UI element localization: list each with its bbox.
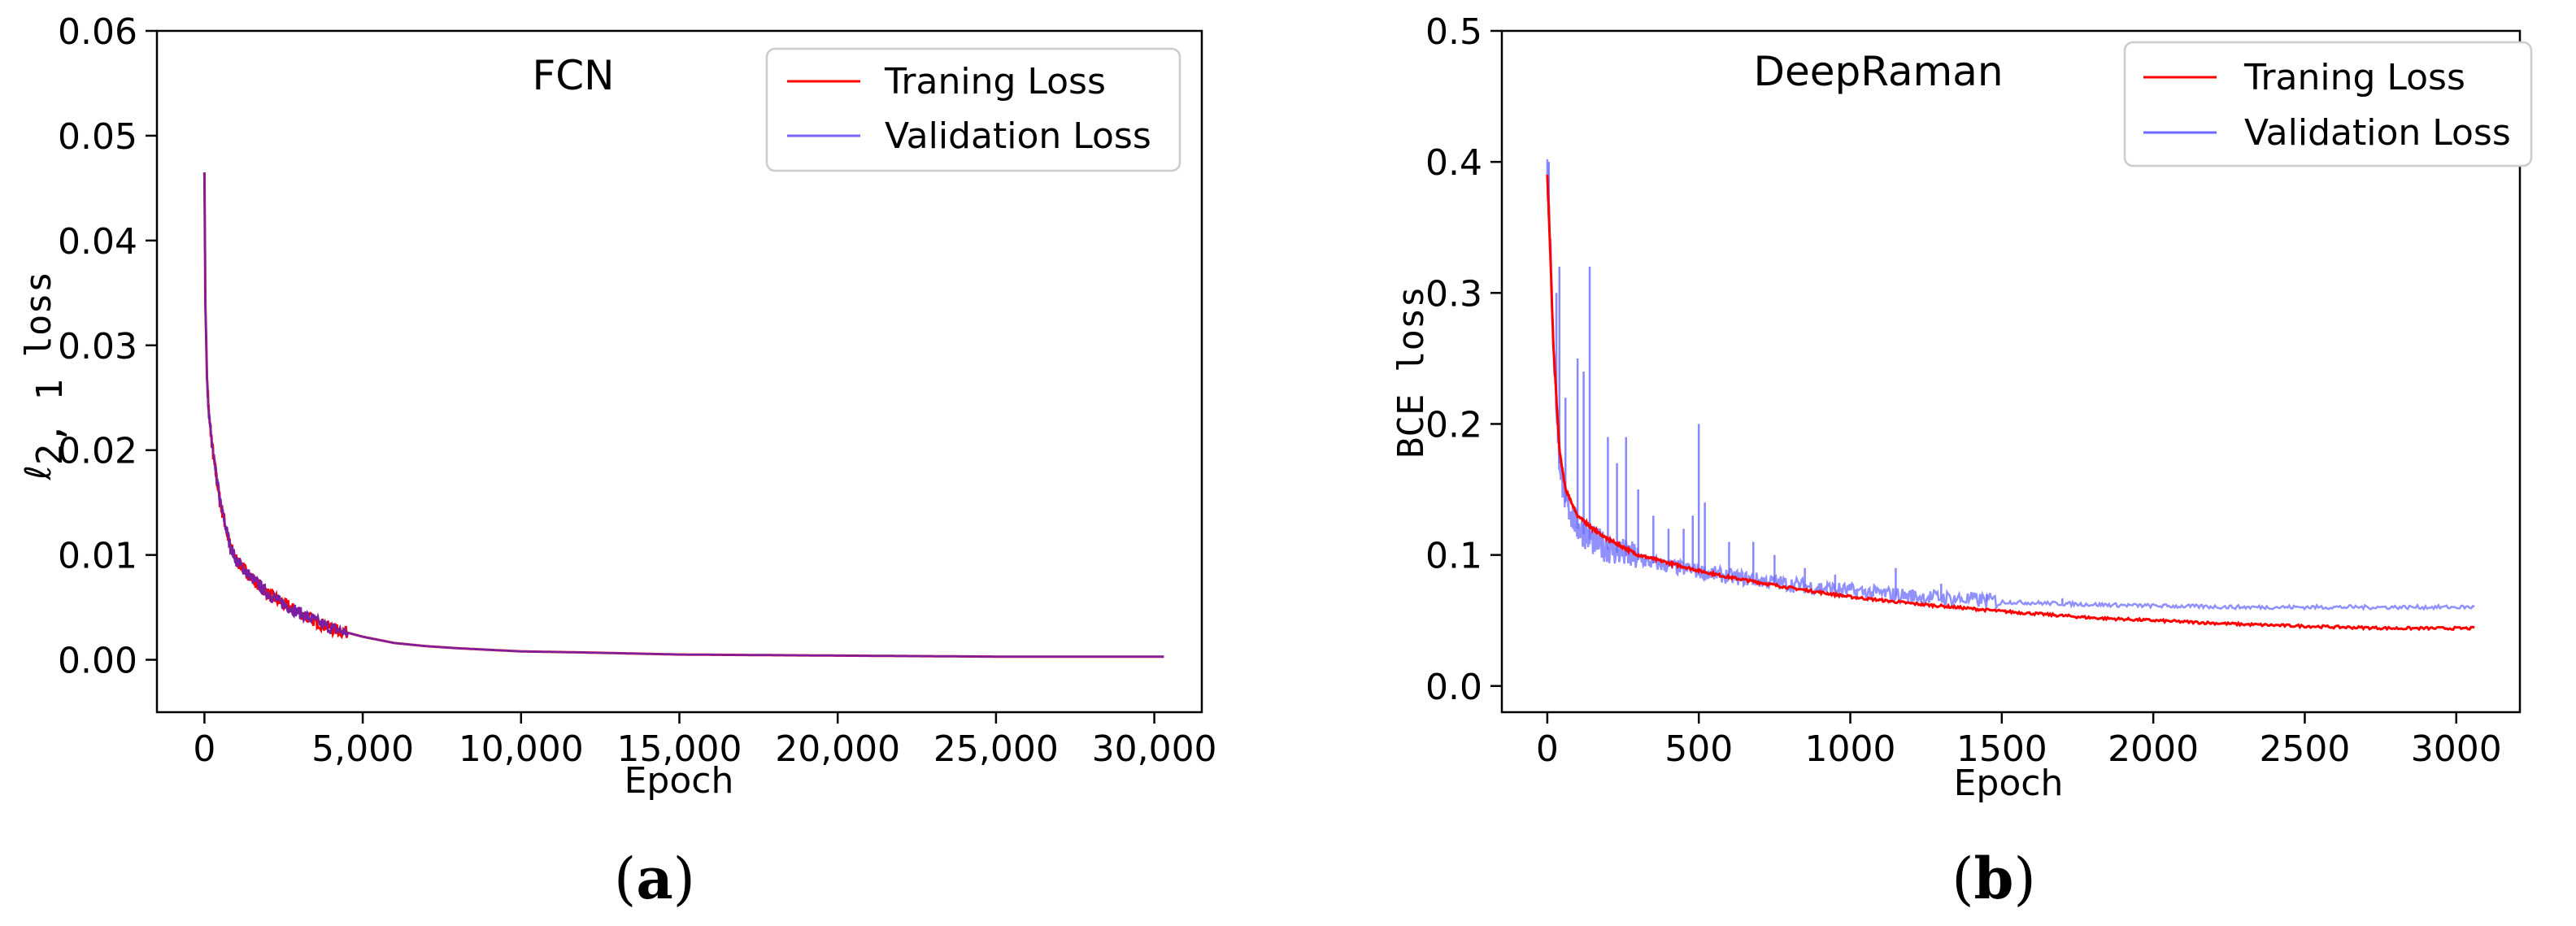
y-axis-label: BCE loss (1390, 286, 1432, 459)
x-tick-label: 0 (1536, 728, 1559, 770)
legend: Traning Loss Validation Loss (765, 47, 1181, 172)
y-axis-label-subscript: 2, 1 (29, 379, 71, 465)
x-tick-label: 2000 (2108, 728, 2199, 770)
chart-deepraman: 0 500 1000 1500 2000 2500 3000 0.0 0.1 0.2 0.3 0.4 0… (1390, 11, 2533, 804)
legend-label-validation: Validation Loss (2244, 112, 2511, 154)
y-tick-label: 0.05 (58, 116, 137, 158)
y-tick-label: 0.0 (1425, 667, 1482, 708)
legend-box (2123, 41, 2533, 167)
legend-label-training: Traning Loss (884, 61, 1106, 102)
y-axis-label-symbol: ℓ (18, 465, 59, 480)
series-line-training (202, 172, 1164, 659)
y-axis-label-text: loss (18, 272, 59, 379)
panel-label-b: (b) (1952, 845, 2036, 912)
y-tick-label: 0.00 (58, 641, 137, 682)
y-tick-label: 0.1 (1425, 536, 1482, 577)
legend-label-validation: Validation Loss (885, 115, 1151, 157)
y-tick-label: 0.4 (1425, 142, 1482, 184)
chart-title: DeepRaman (1753, 48, 2003, 95)
x-tick-label: 3000 (2411, 728, 2502, 770)
y-tick-label: 0.5 (1425, 11, 1482, 53)
x-tick-label: 1000 (1805, 728, 1896, 770)
panel-label-a: (a) (614, 845, 695, 912)
x-tick-label: 1500 (1956, 728, 2047, 770)
y-tick-label: 0.2 (1425, 404, 1482, 446)
y-tick-label: 0.01 (58, 536, 137, 577)
x-tick-label: 30,000 (1092, 728, 1217, 770)
x-tick-label: 2500 (2259, 728, 2350, 770)
y-tick-label: 0.02 (58, 431, 137, 472)
y-axis-label: ℓ2, 1 loss (18, 272, 71, 481)
x-tick-label: 15,000 (617, 728, 742, 770)
series-line-validation (203, 172, 1164, 658)
x-tick-label: 500 (1664, 728, 1733, 770)
x-tick-label: 0 (193, 728, 215, 770)
chart-fcn: 0 5,000 10,000 15,000 20,000 25,000 30,000 0.00… (18, 11, 1217, 802)
x-axis-label: Epoch (624, 760, 734, 802)
plot-frame (1500, 29, 2522, 714)
legend: Traning Loss Validation Loss (2123, 41, 2533, 167)
x-tick-label: 20,000 (775, 728, 900, 770)
x-axis-label: Epoch (1954, 763, 2064, 804)
chart-title: FCN (532, 52, 614, 99)
legend-label-training: Traning Loss (2243, 57, 2465, 98)
x-tick-label: 10,000 (459, 728, 584, 770)
legend-box (765, 47, 1181, 172)
series-line-training (1546, 174, 2475, 632)
series-line-validation (1546, 159, 2475, 611)
x-tick-label: 5,000 (311, 728, 414, 770)
y-tick-label: 0.03 (58, 326, 137, 367)
y-tick-label: 0.06 (58, 11, 137, 53)
svg-text:ℓ2, 1 loss: ℓ2, 1 loss (18, 272, 71, 481)
y-tick-label: 0.04 (58, 221, 137, 263)
x-tick-label: 25,000 (933, 728, 1059, 770)
y-tick-label: 0.3 (1425, 273, 1482, 315)
